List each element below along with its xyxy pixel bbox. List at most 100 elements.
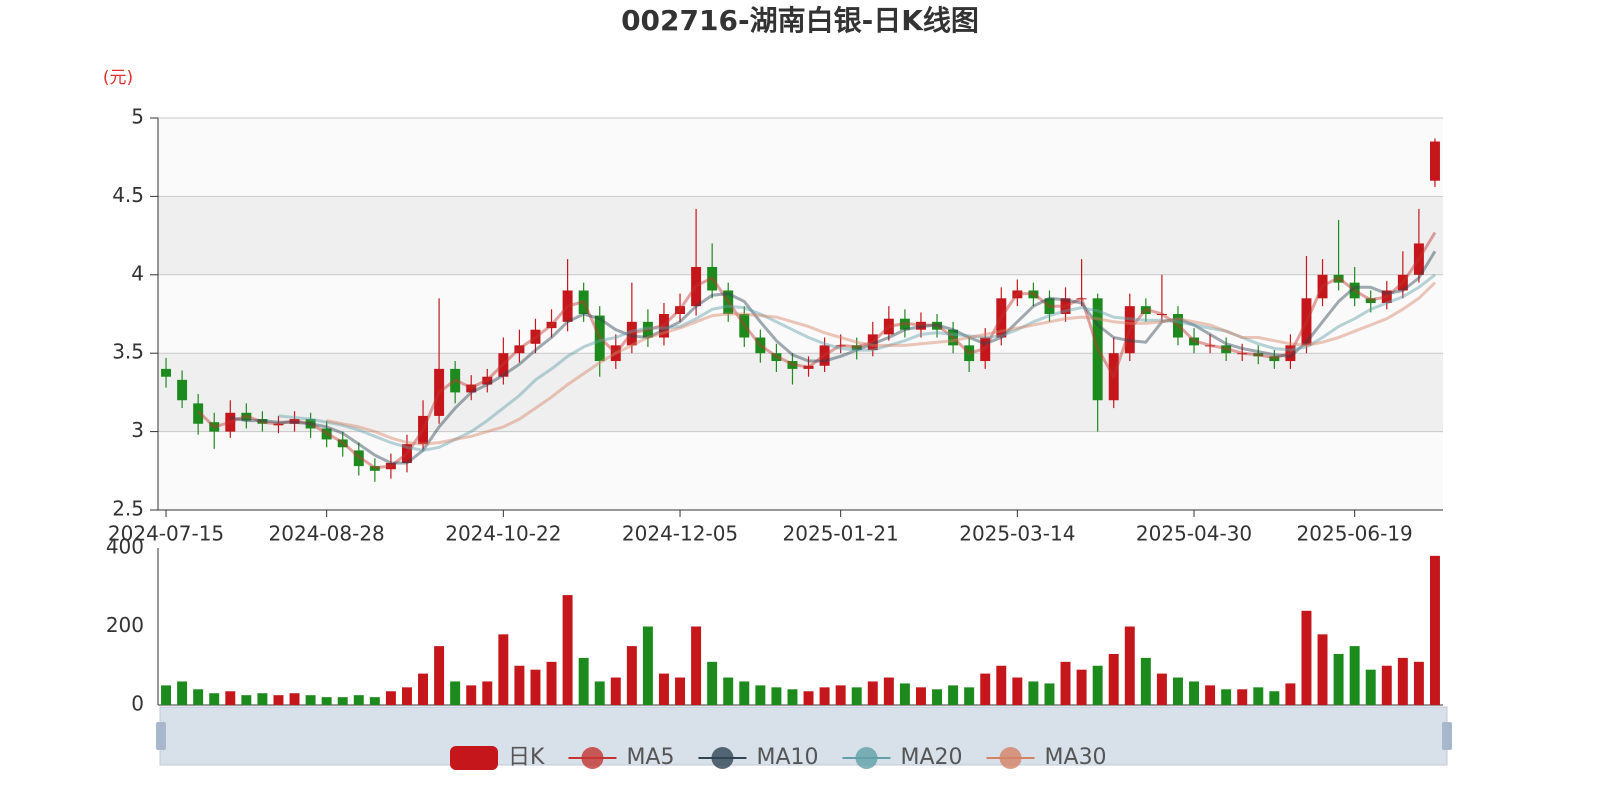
data-zoom-slider[interactable] bbox=[156, 706, 1452, 766]
candle-body bbox=[466, 384, 477, 393]
volume-bar bbox=[401, 687, 412, 705]
volume-bar bbox=[803, 691, 814, 705]
candle-body bbox=[209, 422, 220, 432]
candle-body bbox=[225, 412, 236, 432]
legend-label: MA20 bbox=[901, 745, 963, 770]
candle-body bbox=[1012, 290, 1023, 299]
candle-body bbox=[562, 290, 573, 322]
candle-body bbox=[1189, 337, 1200, 346]
candle-body bbox=[707, 266, 718, 291]
volume-bar bbox=[658, 673, 669, 705]
x-tick-label: 2025-03-14 bbox=[959, 522, 1075, 546]
x-tick-label: 2025-04-30 bbox=[1136, 522, 1252, 546]
volume-bar bbox=[755, 685, 766, 705]
volume-bar bbox=[932, 689, 943, 705]
candle-body bbox=[450, 368, 461, 393]
candle-body bbox=[1333, 274, 1344, 283]
volume-bar bbox=[289, 693, 300, 705]
volume-bar bbox=[1092, 665, 1103, 705]
candle-body bbox=[241, 412, 252, 421]
candle-body bbox=[723, 290, 734, 314]
volume-bar bbox=[1140, 657, 1151, 705]
volume-bar bbox=[337, 697, 348, 705]
chart-title: 002716-湖南白银-日K线图 bbox=[621, 4, 979, 37]
volume-bar bbox=[723, 677, 734, 705]
volume-bar bbox=[1060, 661, 1071, 705]
volume-bar bbox=[418, 673, 429, 705]
candle-body bbox=[610, 345, 621, 362]
volume-bar bbox=[562, 595, 573, 705]
volume-bar bbox=[948, 685, 959, 705]
candle-body bbox=[915, 321, 926, 330]
volume-bar bbox=[1253, 687, 1264, 705]
x-tick-label: 2024-07-15 bbox=[108, 522, 224, 546]
candle-body bbox=[1205, 345, 1216, 347]
volume-bar bbox=[353, 695, 364, 705]
volume-bar bbox=[915, 687, 926, 705]
slider-track[interactable] bbox=[159, 706, 1448, 766]
candle-body bbox=[642, 321, 653, 338]
legend-item[interactable]: MA10 bbox=[698, 745, 819, 770]
volume-bar bbox=[1365, 669, 1376, 705]
candle-body bbox=[803, 365, 814, 369]
y-tick-label: 4 bbox=[131, 261, 144, 285]
candle-body bbox=[434, 368, 445, 416]
legend-item[interactable]: 日K bbox=[450, 745, 545, 770]
candle-body bbox=[1140, 306, 1151, 314]
volume-bar bbox=[1413, 661, 1424, 705]
candle-body bbox=[1124, 306, 1135, 354]
volume-bar bbox=[1028, 681, 1039, 705]
y-tick-label: 5 bbox=[131, 105, 144, 129]
candle-body bbox=[1397, 274, 1408, 291]
volume-bar bbox=[899, 683, 910, 705]
candle-body bbox=[835, 345, 846, 347]
legend-item[interactable]: MA30 bbox=[986, 745, 1107, 770]
volume-bar bbox=[193, 689, 204, 705]
candle-body bbox=[1172, 314, 1183, 338]
volume-bar bbox=[546, 661, 557, 705]
candle-body bbox=[948, 329, 959, 346]
volume-bar bbox=[1189, 681, 1200, 705]
legend-swatch bbox=[581, 747, 604, 769]
volume-bar bbox=[257, 693, 268, 705]
x-tick-label: 2025-06-19 bbox=[1297, 522, 1413, 546]
candle-body bbox=[482, 376, 493, 385]
x-tick-label: 2024-10-22 bbox=[445, 522, 561, 546]
candle-body bbox=[161, 368, 172, 377]
candle-body bbox=[546, 321, 557, 329]
volume-bar bbox=[498, 634, 509, 705]
candle-body bbox=[1108, 353, 1119, 401]
slider-handle-right[interactable] bbox=[1442, 722, 1452, 750]
candle-body bbox=[883, 318, 894, 335]
volume-bar bbox=[305, 695, 316, 705]
ma-line bbox=[326, 281, 1437, 446]
candle-body bbox=[1429, 141, 1440, 181]
candle-body bbox=[851, 345, 862, 351]
volume-bar bbox=[161, 685, 172, 705]
candle-body bbox=[1060, 298, 1071, 314]
candle-body bbox=[899, 318, 910, 330]
legend-swatch bbox=[855, 747, 878, 769]
legend-item[interactable]: MA5 bbox=[568, 745, 674, 770]
volume-tick-label: 0 bbox=[131, 692, 144, 716]
volume-bar bbox=[321, 697, 332, 705]
candle-body bbox=[996, 298, 1007, 338]
candle-body bbox=[1317, 274, 1328, 299]
volume-bar bbox=[1285, 683, 1296, 705]
candle-body bbox=[337, 439, 348, 448]
volume-bar bbox=[225, 691, 236, 705]
grid-band bbox=[158, 196, 1443, 275]
legend-label: 日K bbox=[508, 745, 545, 770]
volume-bar bbox=[450, 681, 461, 705]
candle-body bbox=[867, 334, 878, 351]
volume-bar bbox=[675, 677, 686, 705]
volume-bar bbox=[1108, 653, 1119, 705]
volume-bar bbox=[177, 681, 188, 705]
legend-item[interactable]: MA20 bbox=[842, 745, 963, 770]
slider-handle-left[interactable] bbox=[156, 722, 166, 750]
candle-body bbox=[177, 379, 188, 401]
candle-body bbox=[980, 337, 991, 362]
candle-body bbox=[385, 462, 396, 470]
volume-bar bbox=[883, 677, 894, 705]
y-tick-label: 3 bbox=[131, 418, 144, 442]
